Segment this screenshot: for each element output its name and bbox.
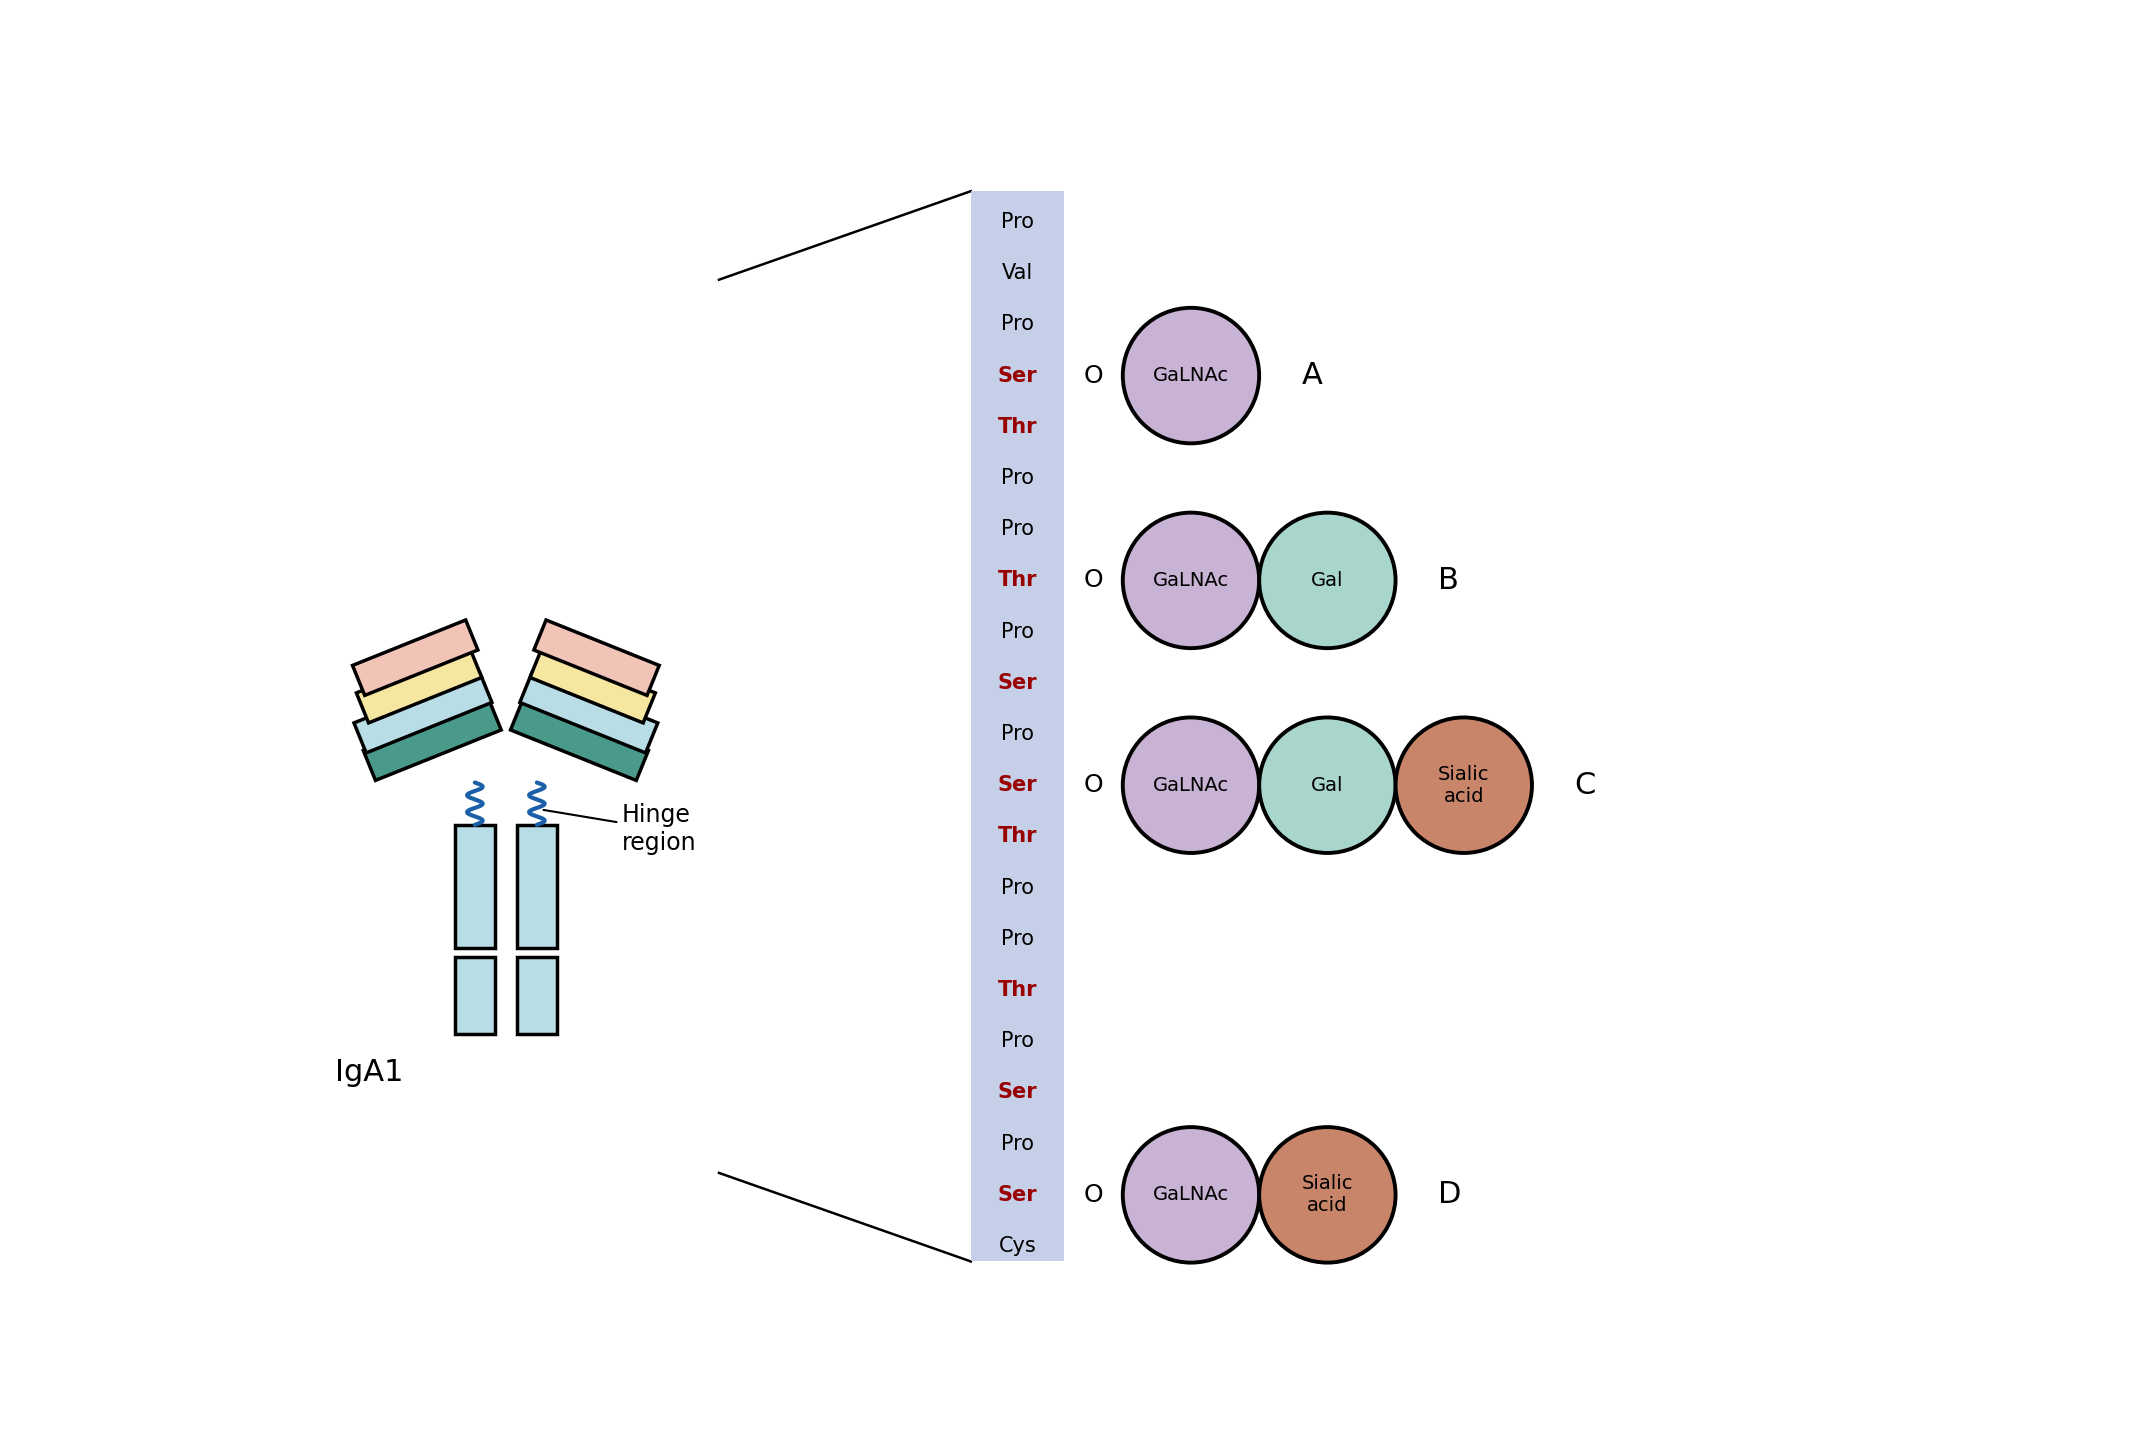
Text: GaLNAc: GaLNAc xyxy=(1153,366,1229,386)
Polygon shape xyxy=(354,672,492,753)
Polygon shape xyxy=(356,648,481,722)
Text: GaLNAc: GaLNAc xyxy=(1153,571,1229,590)
Text: O: O xyxy=(1084,773,1104,797)
Polygon shape xyxy=(530,648,655,722)
Text: Pro: Pro xyxy=(1000,622,1035,642)
Text: Pro: Pro xyxy=(1000,519,1035,540)
FancyBboxPatch shape xyxy=(970,191,1063,1262)
Text: Thr: Thr xyxy=(998,826,1037,846)
Circle shape xyxy=(1123,308,1259,443)
Text: Pro: Pro xyxy=(1000,878,1035,898)
Text: Pro: Pro xyxy=(1000,314,1035,334)
Text: Thr: Thr xyxy=(998,417,1037,437)
Text: Ser: Ser xyxy=(998,366,1037,386)
Polygon shape xyxy=(455,957,496,1035)
Text: Pro: Pro xyxy=(1000,1032,1035,1052)
Polygon shape xyxy=(535,620,660,695)
Text: Hinge
region: Hinge region xyxy=(543,803,696,855)
Text: O: O xyxy=(1084,1183,1104,1207)
Text: B: B xyxy=(1438,566,1460,594)
Polygon shape xyxy=(362,699,500,780)
Text: Pro: Pro xyxy=(1000,928,1035,948)
Text: Gal: Gal xyxy=(1311,776,1343,794)
Text: D: D xyxy=(1438,1180,1462,1209)
Polygon shape xyxy=(517,957,556,1035)
Polygon shape xyxy=(455,825,496,948)
Polygon shape xyxy=(354,620,479,695)
Text: O: O xyxy=(1084,364,1104,387)
Text: Sialic
acid: Sialic acid xyxy=(1438,764,1490,806)
Text: Val: Val xyxy=(1003,263,1033,283)
Circle shape xyxy=(1259,718,1395,853)
Text: Pro: Pro xyxy=(1000,468,1035,488)
Text: Pro: Pro xyxy=(1000,212,1035,232)
Text: C: C xyxy=(1574,771,1595,800)
Text: Thr: Thr xyxy=(998,570,1037,590)
Text: A: A xyxy=(1302,361,1322,390)
Polygon shape xyxy=(517,825,556,948)
Circle shape xyxy=(1123,512,1259,648)
Text: Pro: Pro xyxy=(1000,724,1035,744)
Text: GaLNAc: GaLNAc xyxy=(1153,1186,1229,1204)
Text: Pro: Pro xyxy=(1000,1134,1035,1154)
Polygon shape xyxy=(511,699,649,780)
Text: Ser: Ser xyxy=(998,1184,1037,1204)
Text: GaLNAc: GaLNAc xyxy=(1153,776,1229,794)
Text: Ser: Ser xyxy=(998,776,1037,796)
Text: Thr: Thr xyxy=(998,980,1037,1000)
Circle shape xyxy=(1259,512,1395,648)
Circle shape xyxy=(1123,1127,1259,1262)
Text: Sialic
acid: Sialic acid xyxy=(1302,1174,1354,1216)
Text: Gal: Gal xyxy=(1311,571,1343,590)
Text: Ser: Ser xyxy=(998,673,1037,692)
Circle shape xyxy=(1395,718,1533,853)
Circle shape xyxy=(1123,718,1259,853)
Text: IgA1: IgA1 xyxy=(336,1058,403,1088)
Text: Ser: Ser xyxy=(998,1082,1037,1102)
Text: O: O xyxy=(1084,568,1104,593)
Polygon shape xyxy=(520,672,658,753)
Text: Cys: Cys xyxy=(998,1236,1037,1256)
Circle shape xyxy=(1259,1127,1395,1262)
